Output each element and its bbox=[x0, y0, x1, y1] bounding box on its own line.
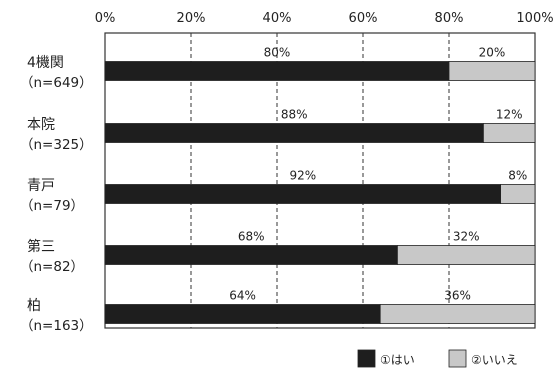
category-n: （n=82） bbox=[20, 259, 84, 275]
x-tick-label: 40% bbox=[263, 11, 292, 26]
x-tick-label: 20% bbox=[177, 11, 206, 26]
x-tick-label: 100% bbox=[516, 11, 553, 26]
legend-swatch bbox=[357, 349, 376, 368]
bar-segment bbox=[500, 184, 536, 204]
data-label: 12% bbox=[496, 108, 523, 122]
category-name: 第三 bbox=[27, 238, 55, 255]
data-label: 64% bbox=[229, 289, 256, 303]
legend: ①はい ②いいえ bbox=[357, 349, 518, 368]
data-label: 36% bbox=[444, 289, 471, 303]
category-n: （n=79） bbox=[20, 198, 84, 214]
legend-label: ②いいえ bbox=[471, 353, 518, 367]
data-label: 32% bbox=[453, 230, 480, 244]
category-name: 本院 bbox=[27, 117, 55, 133]
data-label: 92% bbox=[289, 169, 316, 183]
legend-swatch bbox=[448, 349, 467, 368]
plot-border bbox=[104, 32, 536, 329]
bar-segment bbox=[104, 184, 502, 204]
bar-segment bbox=[448, 61, 536, 81]
category-name: 青戸 bbox=[27, 178, 55, 194]
data-label: 88% bbox=[281, 108, 308, 122]
data-label: 80% bbox=[264, 46, 291, 60]
bar-segment bbox=[379, 304, 536, 324]
bar-segment bbox=[104, 304, 381, 324]
category-name: 4機関 bbox=[27, 55, 64, 71]
bar-segment bbox=[482, 123, 536, 143]
bar-segment bbox=[396, 245, 536, 265]
plot-frame bbox=[104, 32, 536, 329]
bar-segment bbox=[104, 61, 450, 81]
gridlines bbox=[190, 33, 450, 328]
category-n: （n=649） bbox=[20, 75, 93, 91]
x-tick-labels: 0% 20% 40% 60% 80% 100% bbox=[95, 11, 554, 26]
category-name: 柏 bbox=[27, 298, 41, 314]
data-label: 68% bbox=[238, 230, 265, 244]
category-labels: 4機関 （n=649） 本院 （n=325） 青戸 （n=79） 第三 （n=82） 柏 （n=1… bbox=[20, 55, 93, 334]
bar-segment bbox=[104, 123, 484, 143]
category-n: （n=325） bbox=[20, 137, 93, 153]
x-tick-label: 80% bbox=[435, 11, 464, 26]
bar-segment bbox=[104, 245, 398, 265]
x-tick-label: 0% bbox=[95, 11, 116, 26]
data-label: 20% bbox=[479, 46, 506, 60]
data-labels: 80% 20% 88% 12% 92% 8% 68% 32% 64% 36% bbox=[229, 46, 527, 303]
legend-label: ①はい bbox=[380, 353, 415, 367]
bars bbox=[104, 61, 536, 324]
data-label: 8% bbox=[508, 169, 527, 183]
x-tick-label: 60% bbox=[349, 11, 378, 26]
category-n: （n=163） bbox=[20, 318, 93, 334]
